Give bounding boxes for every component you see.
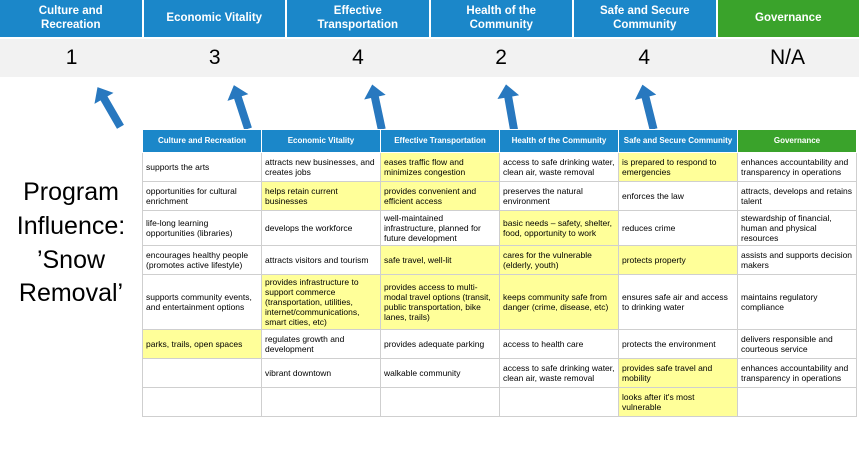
matrix-cell-safe-and-secure-community: protects property (618, 245, 738, 276)
matrix-cell-safe-and-secure-community: ensures safe air and access to drinking … (618, 274, 738, 331)
matrix-header-health-of-the-community: Health of the Community (499, 129, 619, 153)
matrix-cell-health-of-the-community: basic needs – safety, shelter, food, opp… (499, 209, 619, 247)
matrix-cell-effective-transportation: eases traffic flow and minimizes congest… (380, 152, 500, 182)
pillar-matrix-table: Culture and Recreation Economic Vitality E… (142, 129, 857, 418)
matrix-row-4: encourages healthy people (promotes acti… (142, 245, 857, 276)
matrix-cell-culture-and-recreation: supports the arts (142, 152, 262, 182)
matrix-cell-safe-and-secure-community: provides safe travel and mobility (618, 358, 738, 389)
matrix-cell-health-of-the-community: keeps community safe from danger (crime,… (499, 274, 619, 331)
up-arrow (632, 82, 664, 132)
matrix-cell-effective-transportation (380, 387, 500, 418)
matrix-cell-safe-and-secure-community: looks after it's most vulnerable (618, 387, 738, 418)
pillar-banner-effective-transportation: Effective Transportation (287, 0, 431, 37)
pillar-score-governance: N/A (769, 46, 805, 69)
matrix-cell-economic-vitality: attracts visitors and tourism (261, 245, 381, 276)
pillar-score-health-of-the-community: 2 (495, 46, 507, 69)
pillar-banner-governance: Governance (717, 0, 859, 37)
matrix-cell-culture-and-recreation (142, 387, 262, 418)
up-arrow (223, 82, 258, 133)
matrix-cell-economic-vitality: attracts new businesses, and creates job… (261, 152, 381, 182)
pillar-score-effective-transportation: 4 (352, 46, 364, 69)
matrix-cell-safe-and-secure-community: reduces crime (618, 209, 738, 247)
matrix-cell-governance: attracts, develops and retains talent (737, 181, 857, 211)
matrix-cell-safe-and-secure-community: is prepared to respond to emergencies (618, 152, 738, 182)
matrix-cell-governance: enhances accountability and transparency… (737, 358, 857, 389)
matrix-cell-economic-vitality: develops the workforce (261, 209, 381, 247)
pillar-score-economic-vitality: 3 (208, 46, 221, 69)
matrix-cell-culture-and-recreation: opportunities for cultural enrichment (142, 181, 262, 211)
matrix-cell-health-of-the-community (499, 387, 619, 418)
pillar-score-culture-and-recreation: 1 (65, 46, 78, 69)
matrix-cell-culture-and-recreation: encourages healthy people (promotes acti… (142, 245, 262, 276)
matrix-header-economic-vitality: Economic Vitality (261, 129, 381, 153)
matrix-cell-economic-vitality: helps retain current businesses (261, 181, 381, 211)
matrix-cell-culture-and-recreation: parks, trails, open spaces (142, 329, 262, 360)
matrix-cell-health-of-the-community: access to safe drinking water, clean air… (499, 358, 619, 389)
up-arrow (88, 82, 130, 133)
matrix-cell-economic-vitality: regulates growth and development (261, 329, 381, 360)
matrix-row-8: looks after it's most vulnerable (142, 387, 857, 418)
matrix-cell-health-of-the-community: cares for the vulnerable (elderly, youth… (499, 245, 619, 276)
pillar-matrix: Culture and Recreation Economic Vitality E… (142, 129, 857, 418)
matrix-cell-safe-and-secure-community: protects the environment (618, 329, 738, 360)
matrix-row-5: supports community events, and entertain… (142, 274, 857, 331)
matrix-cell-governance: stewardship of financial, human and phys… (737, 209, 857, 247)
up-arrow (495, 82, 525, 131)
program-influence-label: Program Influence: ’Snow Removal’ (16, 178, 126, 308)
pillar-banner-health-of-the-community: Health of the Community (430, 0, 574, 37)
pillar-banner-safe-and-secure-community: Safe and Secure Community (574, 0, 718, 37)
matrix-cell-effective-transportation: provides convenient and efficient access (380, 181, 500, 211)
matrix-cell-governance (737, 387, 857, 418)
matrix-cell-health-of-the-community: preserves the natural environment (499, 181, 619, 211)
matrix-cell-governance: maintains regulatory compliance (737, 274, 857, 331)
matrix-cell-health-of-the-community: access to safe drinking water, clean air… (499, 152, 619, 182)
pillar-banner: Culture and Recreation Economic Vitality E… (0, 0, 859, 37)
matrix-cell-governance: assists and supports decision makers (737, 245, 857, 276)
matrix-header-governance: Governance (737, 129, 857, 153)
matrix-cell-governance: delivers responsible and courteous servi… (737, 329, 857, 360)
score-row: 1 3 4 2 4 N/A (0, 39, 859, 77)
matrix-cell-effective-transportation: provides adequate parking (380, 329, 500, 360)
matrix-cell-safe-and-secure-community: enforces the law (618, 181, 738, 211)
matrix-cell-economic-vitality: provides infrastructure to support comme… (261, 274, 381, 331)
matrix-row-3: life-long learning opportunities (librar… (142, 209, 857, 247)
pillar-banner-culture-and-recreation: Culture and Recreation (0, 0, 144, 37)
matrix-cell-effective-transportation: well-maintained infrastructure, planned … (380, 209, 500, 247)
matrix-cell-economic-vitality: vibrant downtown (261, 358, 381, 389)
matrix-row-1: supports the arts attracts new businesses… (142, 152, 857, 182)
matrix-header-culture-and-recreation: Culture and Recreation (142, 129, 262, 153)
pillar-banner-economic-vitality: Economic Vitality (143, 0, 287, 37)
matrix-row-6: parks, trails, open spaces regulates grow… (142, 329, 857, 360)
up-arrow (361, 82, 392, 132)
matrix-cell-culture-and-recreation (142, 358, 262, 389)
matrix-row-7: vibrant downtown walkable community access… (142, 358, 857, 389)
matrix-cell-effective-transportation: walkable community (380, 358, 500, 389)
matrix-header-effective-transportation: Effective Transportation (380, 129, 500, 153)
matrix-row-2: opportunities for cultural enrichment hel… (142, 181, 857, 211)
matrix-cell-culture-and-recreation: life-long learning opportunities (librar… (142, 209, 262, 247)
matrix-cell-effective-transportation: safe travel, well-lit (380, 245, 500, 276)
matrix-header-safe-and-secure-community: Safe and Secure Community (618, 129, 738, 153)
pillar-score-safe-and-secure-community: 4 (638, 46, 651, 69)
matrix-cell-economic-vitality (261, 387, 381, 418)
matrix-cell-culture-and-recreation: supports community events, and entertain… (142, 274, 262, 331)
matrix-cell-governance: enhances accountability and transparency… (737, 152, 857, 182)
matrix-header-row: Culture and Recreation Economic Vitality E… (142, 129, 857, 153)
matrix-cell-health-of-the-community: access to health care (499, 329, 619, 360)
matrix-cell-effective-transportation: provides access to multi-modal travel op… (380, 274, 500, 331)
